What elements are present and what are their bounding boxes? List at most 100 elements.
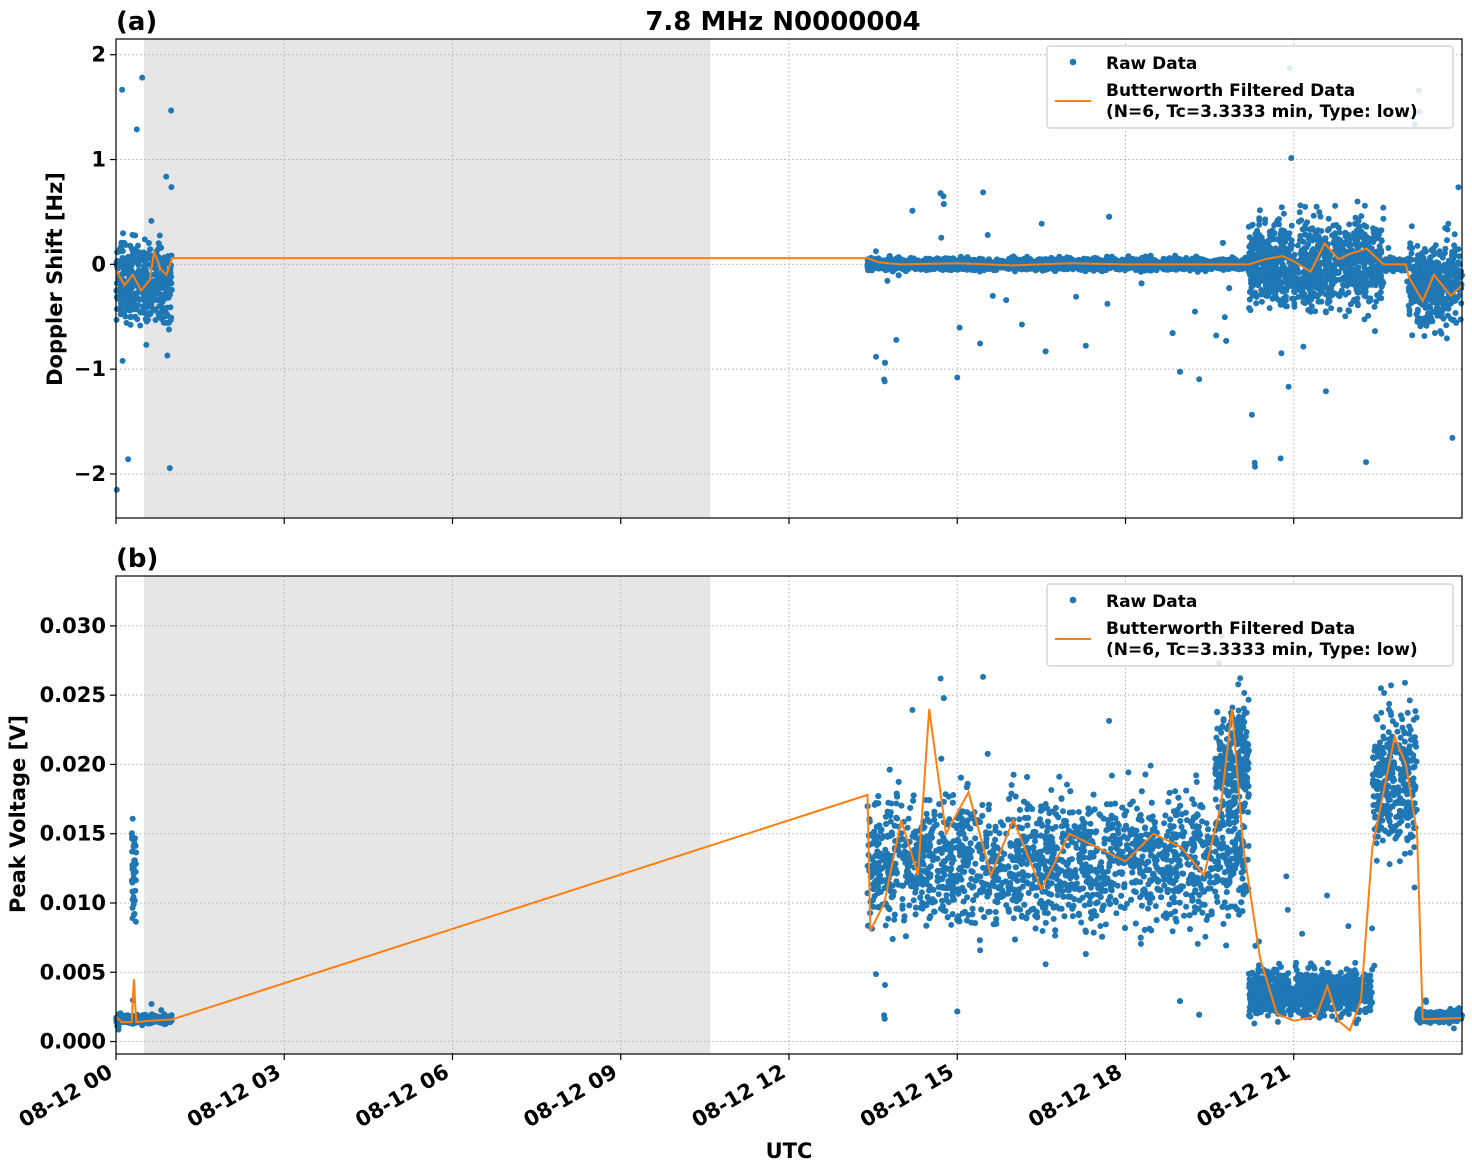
raw-data-point (129, 257, 136, 264)
raw-data-point (117, 248, 123, 255)
raw-data-point (1367, 279, 1373, 286)
raw-data-point (1417, 323, 1424, 330)
raw-data-point (1414, 317, 1421, 324)
panel-a-shaded-region (144, 39, 711, 518)
raw-data-point (1352, 214, 1359, 221)
raw-data-point (1442, 225, 1449, 232)
raw-data-point (1290, 253, 1297, 260)
raw-data-point (161, 262, 168, 269)
raw-data-point (940, 201, 947, 208)
raw-data-point (1451, 242, 1458, 249)
raw-data-point (1313, 203, 1320, 210)
raw-data-point (1312, 308, 1319, 315)
raw-data-point (1252, 463, 1258, 470)
panel-b-shaded-region (144, 576, 711, 1054)
raw-data-point (1089, 264, 1096, 271)
raw-data-point (1450, 296, 1457, 303)
raw-data-point (1232, 265, 1239, 272)
panel-a-y-axis-label: Doppler Shift [Hz] (43, 172, 67, 386)
raw-data-point (166, 465, 173, 472)
raw-data-point (1262, 216, 1269, 223)
raw-data-point (1375, 266, 1382, 273)
raw-data-point (1419, 279, 1426, 286)
raw-data-point (1379, 280, 1386, 287)
raw-data-point (1383, 268, 1389, 275)
raw-data-point (1296, 209, 1303, 216)
raw-data-point (1272, 291, 1279, 298)
raw-data-point (156, 243, 163, 250)
raw-data-point (1406, 307, 1413, 314)
raw-data-point (168, 314, 175, 321)
raw-data-point (1429, 309, 1436, 316)
raw-data-point (1299, 254, 1306, 260)
raw-data-point (1042, 348, 1049, 355)
raw-data-point (1332, 202, 1339, 209)
raw-data-point (119, 86, 126, 93)
raw-data-point (1266, 238, 1272, 245)
raw-data-point (1448, 252, 1455, 259)
raw-data-point (977, 340, 984, 347)
raw-data-point (1282, 303, 1289, 309)
raw-data-point (141, 236, 148, 243)
raw-data-point (1247, 307, 1254, 314)
raw-data-point (1278, 242, 1285, 249)
raw-data-point (115, 261, 122, 268)
raw-data-point (1278, 350, 1285, 357)
raw-data-point (1335, 224, 1342, 231)
raw-data-point (1434, 263, 1441, 270)
raw-data-point (1443, 305, 1450, 312)
raw-data-point (1405, 285, 1412, 292)
raw-data-point (980, 189, 987, 196)
raw-data-point (1446, 263, 1453, 270)
raw-data-point (1302, 222, 1309, 229)
raw-data-point (882, 359, 888, 366)
raw-data-point (1281, 236, 1287, 243)
raw-data-point (127, 294, 134, 301)
raw-data-point (1293, 284, 1300, 291)
raw-data-point (884, 277, 891, 284)
raw-data-point (1322, 308, 1329, 315)
raw-data-point (1219, 239, 1226, 246)
raw-data-point (1283, 293, 1289, 300)
raw-data-point (1358, 213, 1365, 220)
raw-data-point (1329, 281, 1336, 288)
raw-data-point (1256, 231, 1263, 238)
raw-data-point (1408, 223, 1415, 230)
raw-data-point (989, 292, 996, 299)
raw-data-point (1316, 290, 1323, 297)
raw-data-point (132, 232, 139, 239)
raw-data-point (1246, 234, 1253, 241)
raw-data-point (1330, 222, 1337, 229)
raw-data-point (1315, 298, 1322, 305)
raw-data-point (125, 253, 132, 260)
raw-data-point (1072, 263, 1078, 270)
raw-data-point (1305, 235, 1312, 242)
raw-data-point (1096, 257, 1103, 264)
y-tick-label: 1 (91, 148, 106, 172)
raw-data-point (1371, 303, 1378, 310)
raw-data-point (138, 267, 144, 274)
raw-data-point (927, 266, 934, 273)
raw-data-point (1296, 237, 1303, 244)
raw-data-point (140, 249, 147, 256)
raw-data-point (1449, 434, 1456, 441)
raw-data-point (1129, 255, 1136, 262)
raw-data-point (1368, 265, 1375, 272)
raw-data-point (1354, 258, 1361, 265)
raw-data-point (1196, 376, 1203, 383)
raw-data-point (1451, 231, 1458, 238)
raw-data-point (118, 243, 125, 250)
raw-data-point (156, 232, 163, 239)
raw-data-point (1427, 293, 1434, 300)
raw-data-point (118, 287, 125, 294)
raw-data-point (121, 307, 128, 314)
raw-data-point (1373, 276, 1380, 283)
raw-data-point (1455, 184, 1462, 191)
raw-data-point (1169, 330, 1176, 337)
raw-data-point (1347, 260, 1354, 267)
raw-data-point (120, 270, 126, 276)
raw-data-point (130, 252, 136, 259)
raw-data-point (1262, 244, 1269, 250)
raw-data-point (1278, 204, 1285, 211)
